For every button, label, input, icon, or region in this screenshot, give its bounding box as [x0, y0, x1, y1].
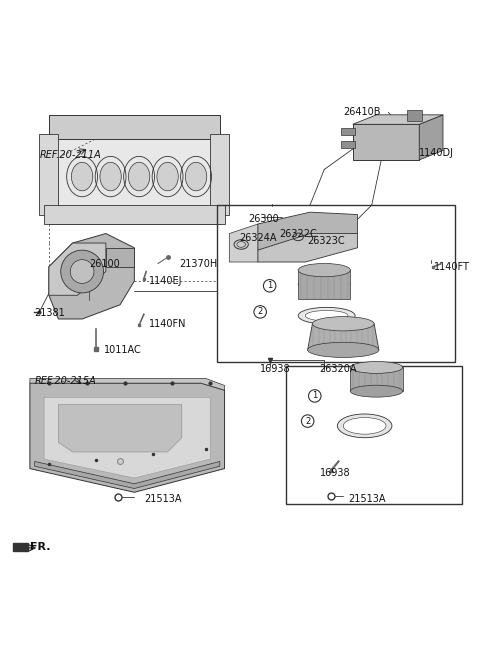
Text: REF.20-211A: REF.20-211A	[39, 150, 101, 160]
Text: 1140EJ: 1140EJ	[149, 276, 182, 286]
Polygon shape	[258, 212, 358, 250]
Text: REF.20-215A: REF.20-215A	[35, 376, 96, 386]
Polygon shape	[298, 270, 350, 298]
Text: 21513A: 21513A	[144, 495, 181, 505]
Ellipse shape	[298, 307, 355, 324]
Text: 26100: 26100	[89, 260, 120, 269]
Text: 21381: 21381	[35, 308, 65, 318]
Ellipse shape	[298, 278, 350, 291]
Polygon shape	[341, 141, 355, 148]
Ellipse shape	[312, 317, 374, 331]
Text: 1140DJ: 1140DJ	[419, 148, 454, 158]
Polygon shape	[44, 205, 225, 224]
Text: 16938: 16938	[260, 364, 291, 374]
Ellipse shape	[343, 418, 386, 434]
Text: 2: 2	[305, 417, 310, 426]
Polygon shape	[13, 543, 27, 551]
Polygon shape	[341, 127, 355, 135]
Text: FR.: FR.	[30, 542, 50, 552]
Polygon shape	[30, 383, 225, 492]
Ellipse shape	[100, 162, 121, 191]
Polygon shape	[308, 324, 379, 350]
Text: 1: 1	[267, 281, 272, 290]
Text: 2: 2	[258, 307, 263, 317]
Polygon shape	[49, 243, 106, 295]
Polygon shape	[49, 233, 134, 319]
Polygon shape	[258, 233, 358, 262]
Polygon shape	[35, 461, 220, 489]
Polygon shape	[229, 224, 258, 262]
Polygon shape	[30, 378, 225, 390]
Text: 1140FN: 1140FN	[149, 319, 186, 328]
Ellipse shape	[350, 385, 403, 397]
Bar	[217, 205, 455, 362]
Polygon shape	[350, 367, 403, 391]
Polygon shape	[106, 248, 134, 267]
Polygon shape	[210, 134, 229, 215]
Text: 26300: 26300	[248, 214, 279, 224]
Text: 26410B: 26410B	[343, 108, 381, 118]
Polygon shape	[59, 405, 182, 452]
Circle shape	[70, 260, 94, 283]
Text: 26324A: 26324A	[239, 233, 276, 243]
Ellipse shape	[350, 361, 403, 373]
Polygon shape	[49, 129, 220, 224]
Text: 26320A: 26320A	[320, 364, 357, 374]
Ellipse shape	[308, 342, 379, 357]
Ellipse shape	[129, 162, 150, 191]
Polygon shape	[49, 115, 220, 139]
Text: 1140FT: 1140FT	[433, 261, 469, 272]
Bar	[286, 367, 462, 504]
Ellipse shape	[298, 263, 350, 277]
Text: 16938: 16938	[320, 468, 350, 478]
Text: 26322C: 26322C	[279, 229, 317, 238]
Text: 1: 1	[312, 392, 317, 400]
Polygon shape	[408, 110, 421, 120]
Polygon shape	[44, 397, 210, 478]
Circle shape	[61, 250, 104, 293]
Text: 26323C: 26323C	[308, 236, 345, 246]
Ellipse shape	[185, 162, 207, 191]
Ellipse shape	[337, 414, 392, 438]
Text: 21513A: 21513A	[348, 495, 385, 505]
Polygon shape	[353, 124, 419, 160]
Polygon shape	[39, 134, 59, 215]
Ellipse shape	[305, 311, 348, 321]
Polygon shape	[419, 115, 443, 160]
Text: 21370H: 21370H	[180, 260, 218, 269]
Text: 1011AC: 1011AC	[104, 345, 141, 355]
Polygon shape	[353, 115, 443, 124]
Ellipse shape	[157, 162, 178, 191]
Ellipse shape	[72, 162, 93, 191]
